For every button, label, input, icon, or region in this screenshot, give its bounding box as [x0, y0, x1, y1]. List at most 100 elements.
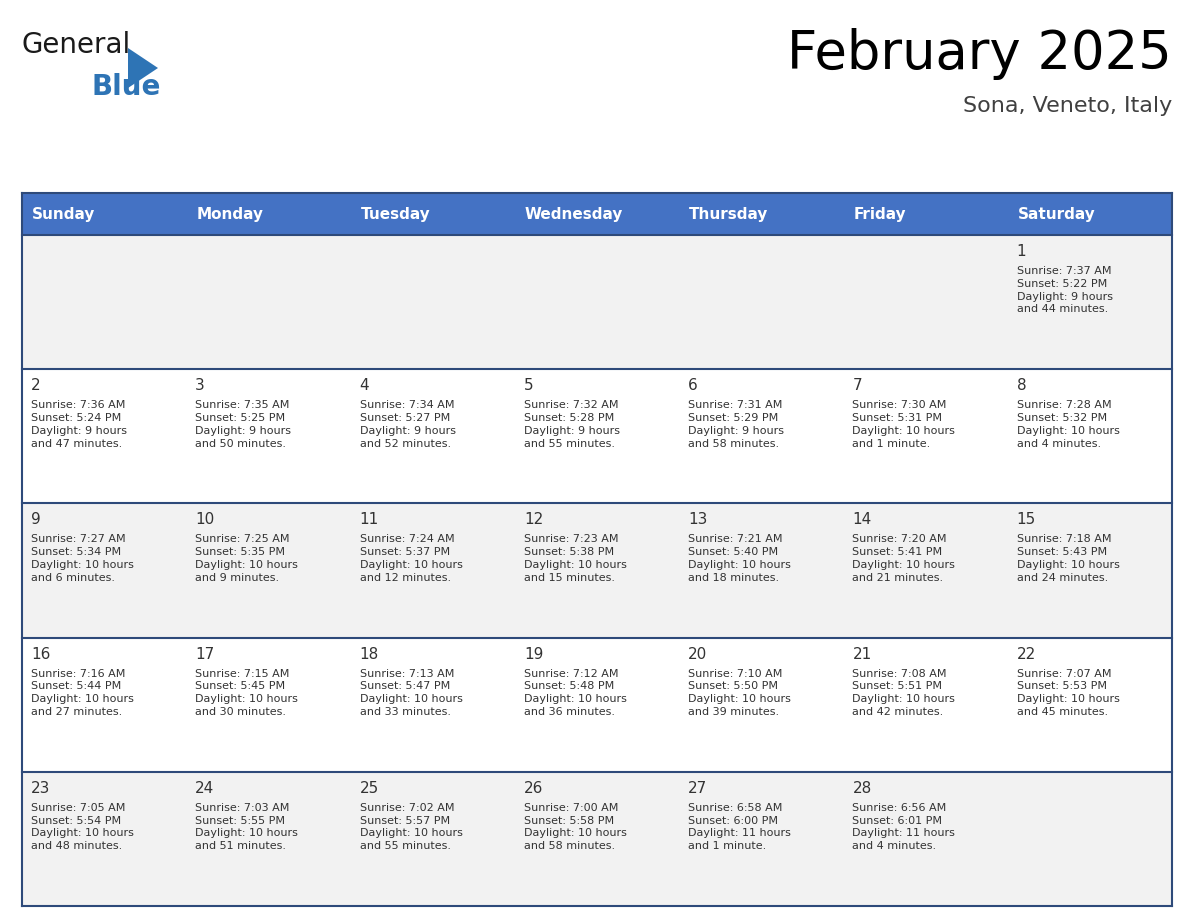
Text: Sunrise: 7:15 AM
Sunset: 5:45 PM
Daylight: 10 hours
and 30 minutes.: Sunrise: 7:15 AM Sunset: 5:45 PM Dayligh… [195, 668, 298, 717]
Text: Friday: Friday [853, 207, 906, 221]
Text: Sunrise: 6:58 AM
Sunset: 6:00 PM
Daylight: 11 hours
and 1 minute.: Sunrise: 6:58 AM Sunset: 6:00 PM Dayligh… [688, 803, 791, 851]
Bar [187, 638, 350, 772]
Text: Saturday: Saturday [1018, 207, 1095, 221]
Bar [680, 369, 843, 503]
Text: 6: 6 [688, 378, 697, 393]
Bar [187, 235, 350, 369]
Text: Sunrise: 7:08 AM
Sunset: 5:51 PM
Daylight: 10 hours
and 42 minutes.: Sunrise: 7:08 AM Sunset: 5:51 PM Dayligh… [853, 668, 955, 717]
Text: Sunrise: 7:30 AM
Sunset: 5:31 PM
Daylight: 10 hours
and 1 minute.: Sunrise: 7:30 AM Sunset: 5:31 PM Dayligh… [853, 400, 955, 449]
Bar [23, 772, 187, 906]
Bar [514, 638, 680, 772]
Text: Sunrise: 7:32 AM
Sunset: 5:28 PM
Daylight: 9 hours
and 55 minutes.: Sunrise: 7:32 AM Sunset: 5:28 PM Dayligh… [524, 400, 620, 449]
Text: Sunrise: 7:36 AM
Sunset: 5:24 PM
Daylight: 9 hours
and 47 minutes.: Sunrise: 7:36 AM Sunset: 5:24 PM Dayligh… [31, 400, 127, 449]
Bar [1007, 369, 1173, 503]
Text: 25: 25 [360, 781, 379, 796]
Bar [843, 638, 1007, 772]
Text: Sunrise: 7:20 AM
Sunset: 5:41 PM
Daylight: 10 hours
and 21 minutes.: Sunrise: 7:20 AM Sunset: 5:41 PM Dayligh… [853, 534, 955, 583]
Text: 21: 21 [853, 646, 872, 662]
Bar [187, 369, 350, 503]
Bar [350, 503, 514, 638]
Text: Sunrise: 7:34 AM
Sunset: 5:27 PM
Daylight: 9 hours
and 52 minutes.: Sunrise: 7:34 AM Sunset: 5:27 PM Dayligh… [360, 400, 455, 449]
Bar [187, 193, 350, 235]
Bar [514, 235, 680, 369]
Text: 24: 24 [195, 781, 215, 796]
Bar [23, 638, 187, 772]
Bar [514, 503, 680, 638]
Text: 12: 12 [524, 512, 543, 528]
Bar [843, 772, 1007, 906]
Bar [843, 503, 1007, 638]
Bar [843, 369, 1007, 503]
Text: Sunrise: 7:24 AM
Sunset: 5:37 PM
Daylight: 10 hours
and 12 minutes.: Sunrise: 7:24 AM Sunset: 5:37 PM Dayligh… [360, 534, 462, 583]
Bar [1007, 235, 1173, 369]
Text: 20: 20 [688, 646, 707, 662]
Bar [680, 235, 843, 369]
Text: Sunrise: 7:02 AM
Sunset: 5:57 PM
Daylight: 10 hours
and 55 minutes.: Sunrise: 7:02 AM Sunset: 5:57 PM Dayligh… [360, 803, 462, 851]
Text: Sunrise: 7:28 AM
Sunset: 5:32 PM
Daylight: 10 hours
and 4 minutes.: Sunrise: 7:28 AM Sunset: 5:32 PM Dayligh… [1017, 400, 1119, 449]
Text: 14: 14 [853, 512, 872, 528]
Text: 27: 27 [688, 781, 707, 796]
Text: 9: 9 [31, 512, 40, 528]
Text: 11: 11 [360, 512, 379, 528]
Bar [1007, 772, 1173, 906]
Text: Sunrise: 7:25 AM
Sunset: 5:35 PM
Daylight: 10 hours
and 9 minutes.: Sunrise: 7:25 AM Sunset: 5:35 PM Dayligh… [195, 534, 298, 583]
Text: 15: 15 [1017, 512, 1036, 528]
Bar [680, 503, 843, 638]
Bar [350, 772, 514, 906]
Text: Thursday: Thursday [689, 207, 769, 221]
Text: Tuesday: Tuesday [361, 207, 430, 221]
Text: 3: 3 [195, 378, 206, 393]
Bar [187, 772, 350, 906]
Bar [350, 193, 514, 235]
Bar [350, 235, 514, 369]
Text: Wednesday: Wednesday [525, 207, 624, 221]
Text: 7: 7 [853, 378, 862, 393]
Text: Sunrise: 7:23 AM
Sunset: 5:38 PM
Daylight: 10 hours
and 15 minutes.: Sunrise: 7:23 AM Sunset: 5:38 PM Dayligh… [524, 534, 627, 583]
Bar [1007, 193, 1173, 235]
Text: 5: 5 [524, 378, 533, 393]
Bar [680, 193, 843, 235]
Bar [680, 772, 843, 906]
Bar [843, 235, 1007, 369]
Text: Sunrise: 7:16 AM
Sunset: 5:44 PM
Daylight: 10 hours
and 27 minutes.: Sunrise: 7:16 AM Sunset: 5:44 PM Dayligh… [31, 668, 134, 717]
Bar [514, 193, 680, 235]
Bar [187, 503, 350, 638]
Text: 19: 19 [524, 646, 543, 662]
Bar [350, 638, 514, 772]
Text: 26: 26 [524, 781, 543, 796]
Bar [1007, 503, 1173, 638]
Polygon shape [128, 48, 158, 88]
Text: Sunrise: 7:10 AM
Sunset: 5:50 PM
Daylight: 10 hours
and 39 minutes.: Sunrise: 7:10 AM Sunset: 5:50 PM Dayligh… [688, 668, 791, 717]
Text: 22: 22 [1017, 646, 1036, 662]
Text: Sunrise: 7:13 AM
Sunset: 5:47 PM
Daylight: 10 hours
and 33 minutes.: Sunrise: 7:13 AM Sunset: 5:47 PM Dayligh… [360, 668, 462, 717]
Text: Sunday: Sunday [32, 207, 95, 221]
Bar [514, 772, 680, 906]
Text: General: General [23, 31, 131, 59]
Bar [23, 235, 187, 369]
Bar [514, 369, 680, 503]
Bar [23, 369, 187, 503]
Text: Sunrise: 7:12 AM
Sunset: 5:48 PM
Daylight: 10 hours
and 36 minutes.: Sunrise: 7:12 AM Sunset: 5:48 PM Dayligh… [524, 668, 627, 717]
Text: 23: 23 [31, 781, 50, 796]
Bar [843, 193, 1007, 235]
Text: Sunrise: 7:07 AM
Sunset: 5:53 PM
Daylight: 10 hours
and 45 minutes.: Sunrise: 7:07 AM Sunset: 5:53 PM Dayligh… [1017, 668, 1119, 717]
Text: Sunrise: 6:56 AM
Sunset: 6:01 PM
Daylight: 11 hours
and 4 minutes.: Sunrise: 6:56 AM Sunset: 6:01 PM Dayligh… [853, 803, 955, 851]
Text: Sunrise: 7:21 AM
Sunset: 5:40 PM
Daylight: 10 hours
and 18 minutes.: Sunrise: 7:21 AM Sunset: 5:40 PM Dayligh… [688, 534, 791, 583]
Text: 2: 2 [31, 378, 40, 393]
Bar [23, 193, 187, 235]
Text: 28: 28 [853, 781, 872, 796]
Text: Sona, Veneto, Italy: Sona, Veneto, Italy [962, 96, 1173, 116]
Bar [350, 369, 514, 503]
Text: Sunrise: 7:05 AM
Sunset: 5:54 PM
Daylight: 10 hours
and 48 minutes.: Sunrise: 7:05 AM Sunset: 5:54 PM Dayligh… [31, 803, 134, 851]
Text: Blue: Blue [91, 73, 162, 101]
Text: February 2025: February 2025 [788, 28, 1173, 80]
Text: 1: 1 [1017, 244, 1026, 259]
Text: Sunrise: 7:03 AM
Sunset: 5:55 PM
Daylight: 10 hours
and 51 minutes.: Sunrise: 7:03 AM Sunset: 5:55 PM Dayligh… [195, 803, 298, 851]
Text: Monday: Monday [196, 207, 264, 221]
Text: Sunrise: 7:00 AM
Sunset: 5:58 PM
Daylight: 10 hours
and 58 minutes.: Sunrise: 7:00 AM Sunset: 5:58 PM Dayligh… [524, 803, 627, 851]
Bar [1007, 638, 1173, 772]
Text: 4: 4 [360, 378, 369, 393]
Text: 16: 16 [31, 646, 50, 662]
Text: 13: 13 [688, 512, 708, 528]
Text: 18: 18 [360, 646, 379, 662]
